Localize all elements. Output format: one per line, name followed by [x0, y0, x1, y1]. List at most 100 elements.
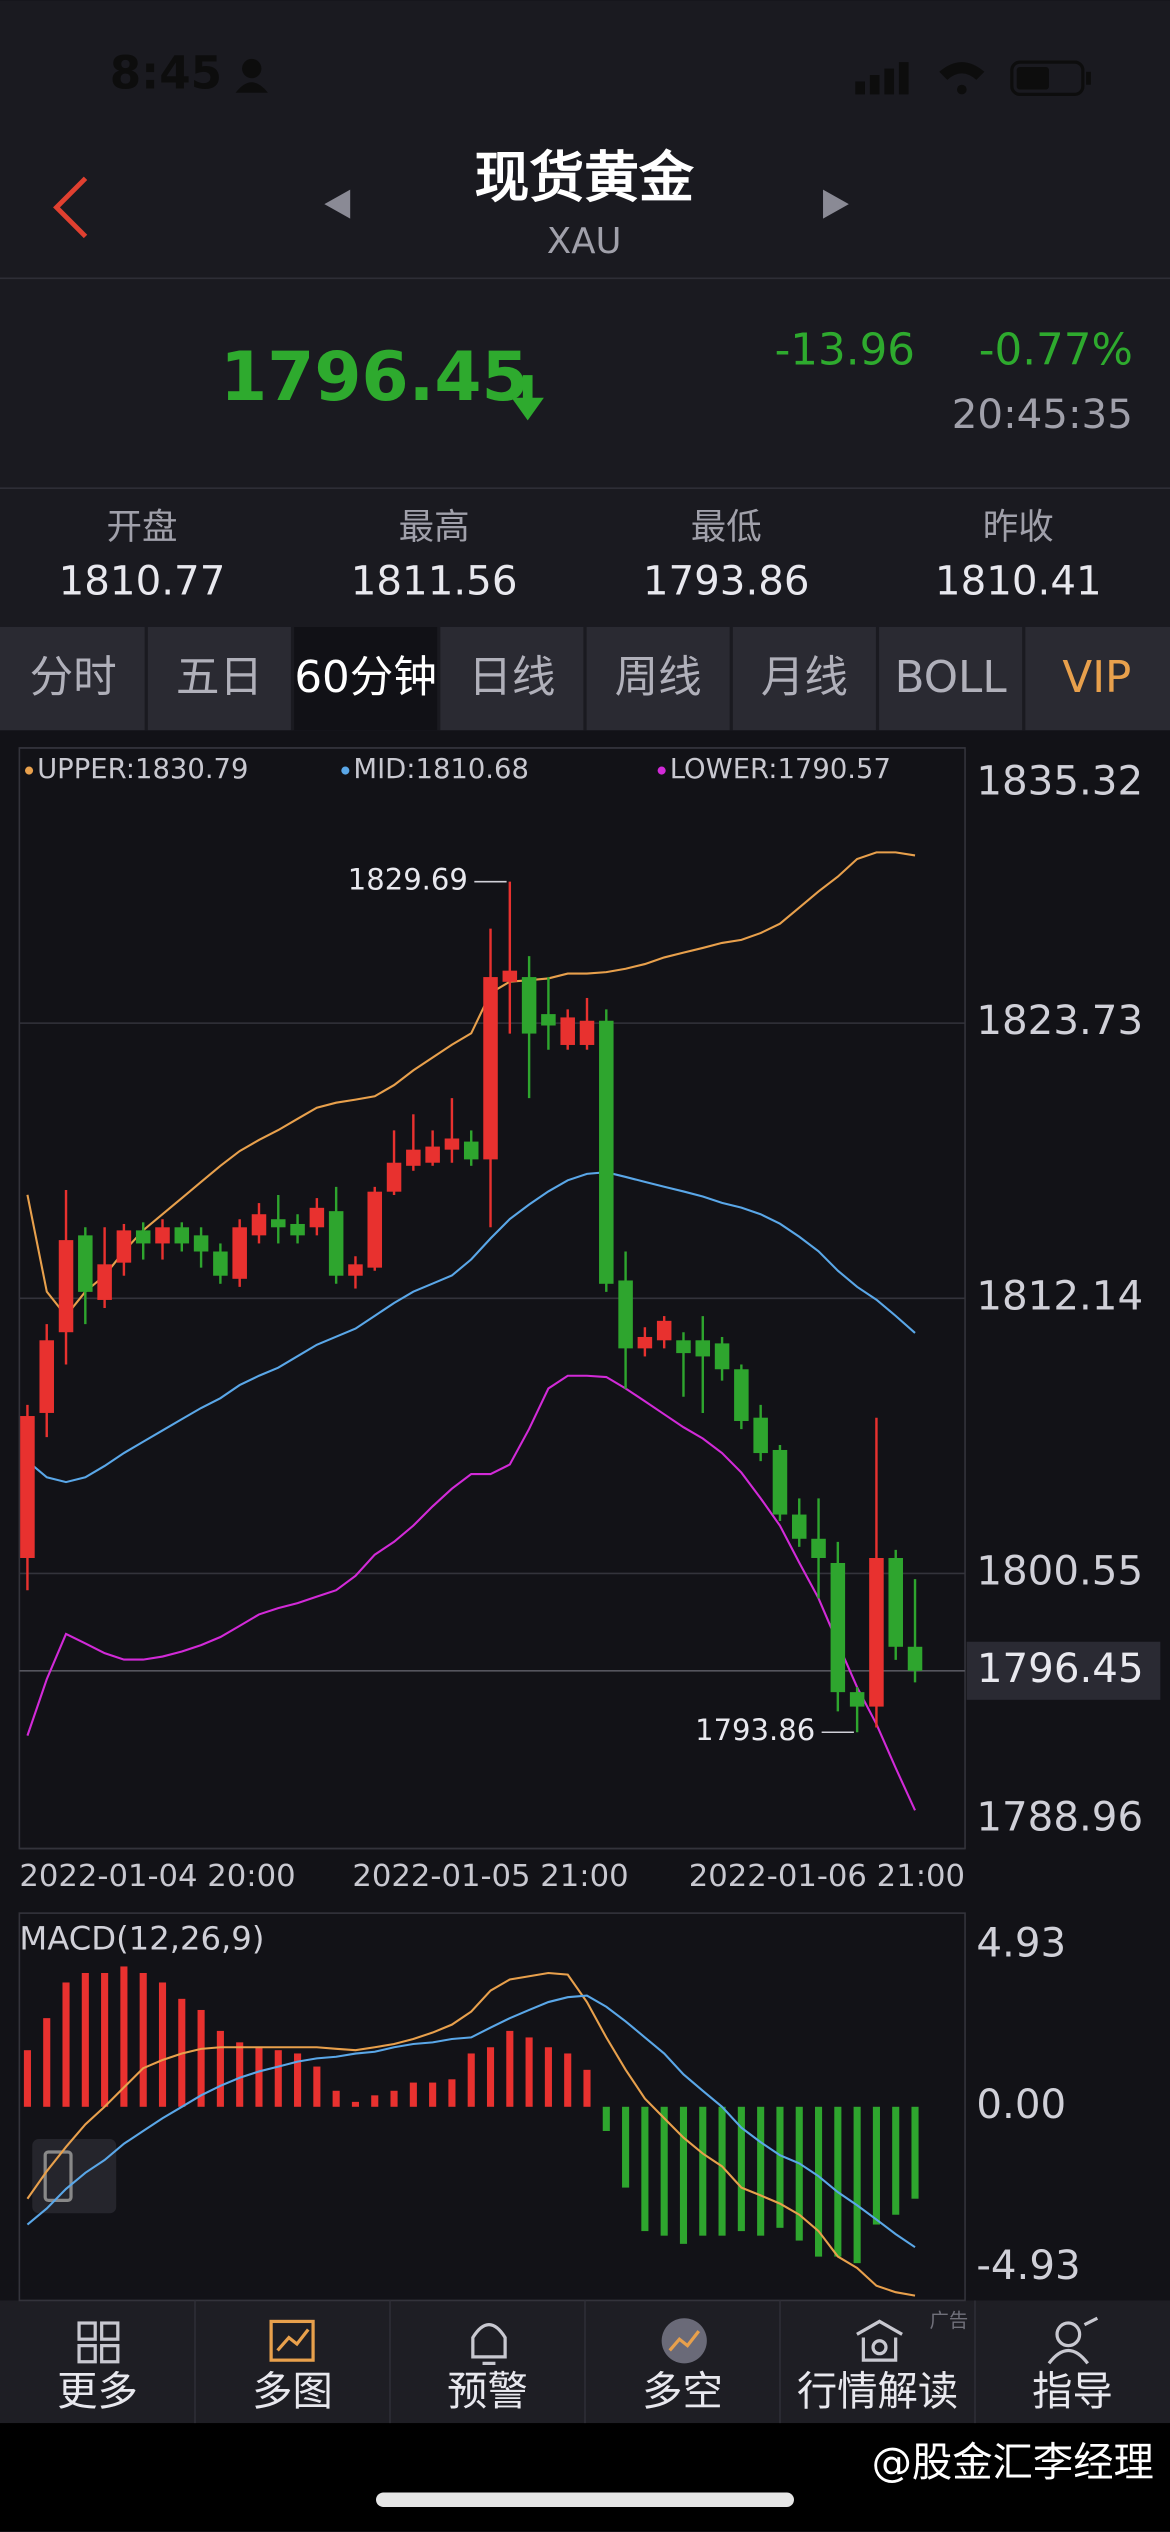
candle-body: [907, 1646, 923, 1671]
macd-bar: [390, 2090, 398, 2107]
candle-body: [251, 1214, 267, 1236]
candle-body: [869, 1557, 884, 1707]
macd-bar: [467, 2053, 475, 2107]
macd-bar: [795, 2106, 803, 2241]
candle-body: [849, 1692, 865, 1707]
candle-body: [135, 1230, 151, 1244]
macd-bar: [892, 2106, 900, 2215]
candle-body: [155, 1227, 170, 1244]
macd-bar: [737, 2106, 745, 2232]
candle-body: [406, 1149, 421, 1166]
y-tick-label: -4.93: [976, 2242, 1080, 2289]
toolbar-item[interactable]: 多空: [642, 2368, 723, 2415]
candle-body: [618, 1280, 633, 1349]
candle-body: [714, 1343, 730, 1370]
macd-bar: [62, 1982, 70, 2107]
candle-body: [502, 970, 518, 982]
macd-bar: [506, 2030, 514, 2107]
stat-label: 最低: [691, 506, 762, 547]
extreme-label: 1793.86: [695, 1713, 815, 1747]
y-tick-label: 1835.32: [976, 757, 1143, 804]
macd-bar: [679, 2106, 688, 2244]
macd-title: MACD(12,26,9): [19, 1920, 264, 1958]
candle-body: [734, 1369, 749, 1422]
toolbar-item[interactable]: 多图: [252, 2368, 333, 2415]
macd-bar: [564, 2053, 572, 2107]
y-tick-label: 4.93: [976, 1920, 1066, 1967]
macd-bar: [332, 2090, 340, 2107]
tab[interactable]: 周线: [615, 653, 702, 703]
next-button[interactable]: [823, 189, 849, 219]
macd-bar: [197, 2009, 205, 2107]
legend-label: UPPER:1830.79: [37, 754, 248, 785]
macd-line: [26, 1971, 916, 2297]
ad-label: 广告: [930, 2309, 969, 2332]
chart-background: [0, 730, 1170, 2301]
candle-body: [560, 1017, 575, 1045]
change-pct: -0.77%: [979, 326, 1133, 376]
tab[interactable]: 日线: [468, 653, 555, 703]
tab[interactable]: 60分钟: [294, 653, 437, 703]
tab[interactable]: VIP: [1062, 653, 1131, 703]
macd-bar: [872, 2106, 880, 2225]
extreme-label: 1829.69: [348, 863, 468, 897]
boll-line: [26, 1171, 916, 1484]
prev-button[interactable]: [324, 189, 351, 219]
tab[interactable]: 五日: [176, 653, 263, 703]
macd-bar: [602, 2106, 610, 2131]
tab[interactable]: 分时: [30, 653, 117, 703]
macd-bar: [718, 2106, 726, 2236]
macd-bar: [43, 2018, 51, 2107]
macd-bar: [911, 2106, 919, 2199]
macd-line: [26, 1994, 916, 2249]
x-tick-label: 2022-01-04 20:00: [19, 1859, 295, 1894]
candle-body: [174, 1227, 190, 1244]
rotate-icon: [43, 2150, 73, 2202]
tab[interactable]: BOLL: [895, 653, 1008, 703]
macd-bar: [274, 2050, 282, 2107]
toolbar-item[interactable]: 更多: [57, 2368, 138, 2415]
candle-body: [753, 1417, 768, 1454]
candle-body: [328, 1211, 344, 1276]
candle-body: [521, 977, 537, 1034]
macd-bar: [409, 2082, 417, 2107]
rotate-icon[interactable]: [32, 2139, 117, 2214]
candle-body: [232, 1227, 247, 1279]
stat-label: 昨收: [983, 506, 1054, 547]
toolbar-item[interactable]: 预警: [447, 2368, 528, 2415]
stat-value: 1793.86: [643, 557, 810, 604]
down-arrow: [511, 375, 544, 421]
stat-value: 1811.56: [351, 557, 518, 604]
macd-bar: [525, 2037, 533, 2107]
candle-body: [290, 1223, 305, 1236]
price-tag: [966, 1641, 1161, 1700]
candle-body: [676, 1340, 691, 1354]
title: 现货黄金: [474, 146, 694, 210]
stat-label: 开盘: [107, 506, 178, 547]
y-tick-label: 1823.73: [976, 997, 1143, 1044]
toolbar-item[interactable]: 行情解读: [797, 2368, 958, 2415]
macd-bar: [776, 2106, 784, 2228]
macd-bar: [834, 2106, 842, 2257]
status-time: 8:45: [110, 47, 222, 100]
status-icons: [235, 58, 1091, 96]
macd-bar: [255, 2047, 263, 2107]
x-tick-label: 2022-01-06 21:00: [689, 1859, 965, 1894]
y-tick-label: 1788.96: [976, 1794, 1143, 1841]
bottom-area: [0, 2423, 1170, 2532]
candle-body: [599, 1020, 614, 1284]
candle-body: [193, 1235, 209, 1252]
candle-body: [213, 1251, 228, 1276]
price: 1796.45: [220, 337, 529, 416]
back-button[interactable]: [53, 176, 88, 239]
candle-body: [811, 1538, 826, 1558]
candle-body: [39, 1340, 54, 1413]
stat-label: 最高: [399, 506, 470, 547]
tab[interactable]: 月线: [761, 653, 848, 703]
legend-dot: [657, 766, 666, 775]
macd-bar: [139, 1972, 147, 2107]
candle-body: [367, 1191, 383, 1268]
macd-bar: [81, 1972, 89, 2107]
toolbar-item[interactable]: 指导: [1032, 2368, 1113, 2415]
